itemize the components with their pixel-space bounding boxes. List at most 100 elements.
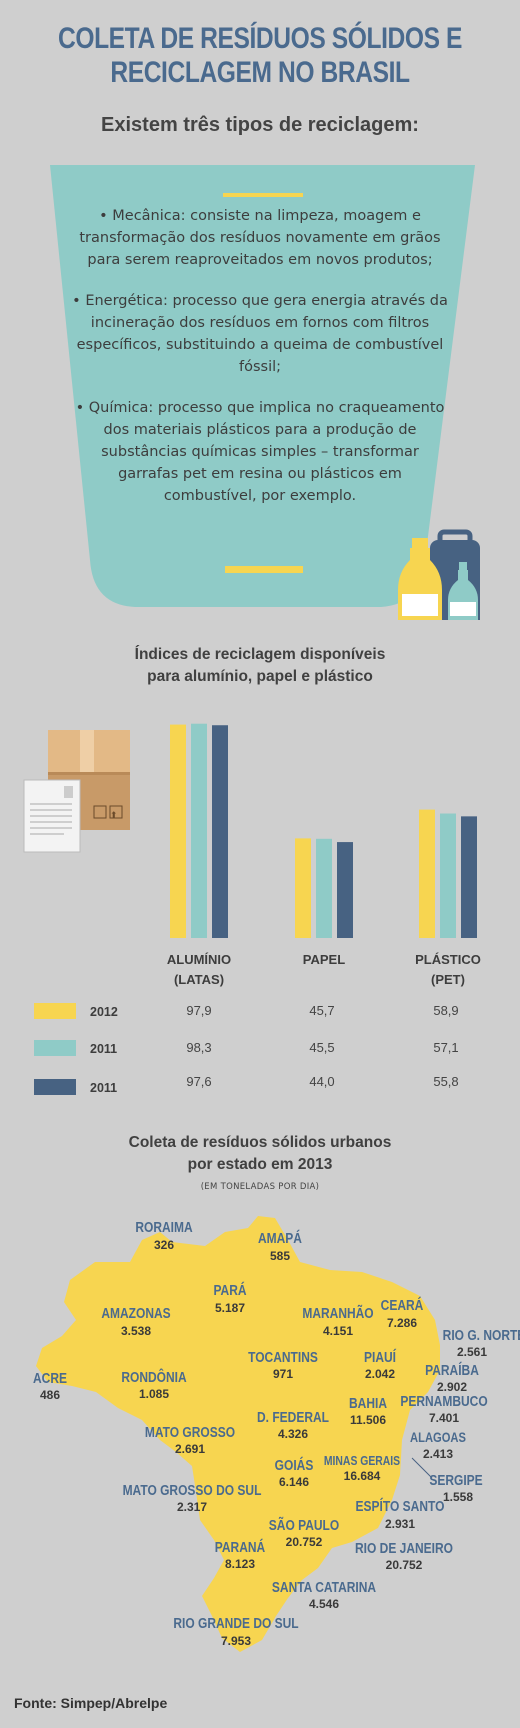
value-label: 97,6 xyxy=(186,1074,211,1089)
legend-label-2011-navy: 2011 xyxy=(90,1081,117,1095)
bar-2012-1 xyxy=(295,838,311,938)
value-label: 44,0 xyxy=(309,1074,334,1089)
teal-funnel-shape xyxy=(50,165,475,607)
category-label-papel: PAPEL xyxy=(303,952,345,967)
category-sublabel-aluminio: (LATAS) xyxy=(174,972,224,987)
recycling-types-heading: Existem três tipos de reciclagem: xyxy=(101,114,419,136)
state-value: 326 xyxy=(154,1238,174,1252)
state-name: RIO DE JANEIRO xyxy=(355,1540,453,1557)
type-quimica: • Química: processo que implica no craqu… xyxy=(75,400,445,504)
state-value: 7.953 xyxy=(221,1634,251,1648)
top-yellow-divider xyxy=(223,193,303,197)
state-value: 2.691 xyxy=(175,1442,205,1456)
state-value: 20.752 xyxy=(386,1558,423,1572)
bar-2011-1 xyxy=(337,842,353,938)
state-name: PARANÁ xyxy=(215,1539,266,1556)
source-footer: Fonte: Simpep/Abrelpe xyxy=(14,1695,168,1711)
state-value: 6.146 xyxy=(279,1475,309,1489)
category-labels: ALUMÍNIO (LATAS) PAPEL PLÁSTICO (PET) xyxy=(167,952,481,987)
recycling-bar-chart: ⬆ ALUMÍNIO (LATAS) PAPEL PLÁSTICO (PET) … xyxy=(23,723,481,1095)
map-title: Coleta de resíduos sólidos urbanos por e… xyxy=(0,1132,520,1176)
state-name: BAHIA xyxy=(349,1395,387,1412)
state-value: 3.538 xyxy=(121,1324,151,1338)
state-name: PARAÍBA xyxy=(425,1362,479,1379)
bar-2011-1 xyxy=(316,838,332,938)
cardboard-box-and-paper-icon: ⬆ xyxy=(23,730,130,853)
type-energetica: • Energética: processo que gera energia … xyxy=(72,293,448,375)
state-name: D. FEDERAL xyxy=(257,1409,329,1426)
state-name: AMAPÁ xyxy=(258,1230,302,1247)
state-name: SANTA CATARINA xyxy=(272,1579,376,1596)
value-label: 98,3 xyxy=(186,1040,211,1055)
bottom-yellow-divider xyxy=(225,566,303,573)
type-mecanica: • Mecânica: consiste na limpeza, moagem … xyxy=(79,208,441,268)
bar-2011-2 xyxy=(440,813,456,938)
state-value: 585 xyxy=(270,1249,290,1263)
brazil-map: RORAIMA 326 AMAPÁ 585 AMAZONAS 3.538 PARÁ 5.187… xyxy=(33,1216,520,1652)
state-name: MATO GROSSO xyxy=(145,1424,235,1441)
state-name: PIAUÍ xyxy=(364,1349,397,1366)
state-value: 486 xyxy=(40,1388,60,1402)
recycling-types-panel xyxy=(50,165,480,620)
state-name: SERGIPE xyxy=(429,1472,482,1489)
state-value: 1.085 xyxy=(139,1387,169,1401)
state-name: ACRE xyxy=(33,1370,67,1387)
state-name: CEARÁ xyxy=(381,1297,424,1314)
state-name: GOIÁS xyxy=(275,1457,314,1474)
state-name: ALAGOAS xyxy=(410,1430,466,1445)
state-name: RIO GRANDE DO SUL xyxy=(173,1615,298,1632)
state-value: 2.413 xyxy=(423,1447,453,1461)
state-value: 2.931 xyxy=(385,1517,415,1531)
legend-swatch-2012 xyxy=(34,1003,76,1019)
map-unit-note: (EM TONELADAS POR DIA) xyxy=(200,1182,320,1192)
value-label: 57,1 xyxy=(433,1040,458,1055)
state-value: 16.684 xyxy=(344,1469,381,1483)
brazil-map-shape xyxy=(36,1216,440,1652)
state-name: PERNAMBUCO xyxy=(400,1393,487,1410)
state-value: 7.401 xyxy=(429,1411,459,1425)
bar-2012-2 xyxy=(419,809,435,938)
value-label: 55,8 xyxy=(433,1074,458,1089)
state-value: 2.561 xyxy=(457,1345,487,1359)
legend-and-values: 2012 97,9 45,7 58,9 2011 98,3 45,5 57,1 … xyxy=(34,1003,459,1095)
state-name: RIO G. NORTE xyxy=(443,1327,520,1344)
title-line-1: COLETA DE RESÍDUOS SÓLIDOS E xyxy=(57,22,463,55)
legend-label-2011-teal: 2011 xyxy=(90,1042,117,1056)
value-label: 45,7 xyxy=(309,1003,334,1018)
sergipe-pointer-line xyxy=(411,1457,433,1479)
category-sublabel-plastico: (PET) xyxy=(431,972,465,987)
state-name: AMAZONAS xyxy=(101,1305,170,1322)
bar-chart-title-line-2: para alumínio, papel e plástico xyxy=(147,668,373,685)
state-value: 2.317 xyxy=(177,1500,207,1514)
value-label: 45,5 xyxy=(309,1040,334,1055)
bar-2012-0 xyxy=(170,724,186,938)
state-value: 4.326 xyxy=(278,1427,308,1441)
value-label: 58,9 xyxy=(433,1003,458,1018)
category-label-plastico: PLÁSTICO xyxy=(415,952,481,967)
state-name: MINAS GERAIS xyxy=(324,1454,400,1468)
state-value: 4.151 xyxy=(323,1324,353,1338)
bar-2011-0 xyxy=(191,723,207,938)
state-value: 2.902 xyxy=(437,1380,467,1394)
page-title: COLETA DE RESÍDUOS SÓLIDOS E RECICLAGEM … xyxy=(47,22,473,90)
state-name: ESPÍTO SANTO xyxy=(356,1498,445,1515)
state-name: MARANHÃO xyxy=(302,1305,373,1322)
bar-2011-0 xyxy=(212,725,228,938)
state-name: TOCANTINS xyxy=(248,1349,318,1366)
state-labels: RORAIMA 326 AMAPÁ 585 AMAZONAS 3.538 PARÁ 5.187… xyxy=(33,1219,520,1648)
state-name: RONDÔNIA xyxy=(121,1369,186,1386)
bar-chart-title: Índices de reciclagem disponíveis para a… xyxy=(0,644,520,688)
recycling-bottles-icon xyxy=(398,529,480,620)
state-value: 971 xyxy=(273,1367,293,1381)
category-label-aluminio: ALUMÍNIO xyxy=(167,952,231,967)
legend-swatch-2011-teal xyxy=(34,1040,76,1056)
value-label: 97,9 xyxy=(186,1003,211,1018)
state-value: 7.286 xyxy=(387,1316,417,1330)
svg-text:⬆: ⬆ xyxy=(110,810,118,820)
state-value: 2.042 xyxy=(365,1367,395,1381)
state-value: 8.123 xyxy=(225,1557,255,1571)
state-value: 20.752 xyxy=(286,1535,323,1549)
state-value: 5.187 xyxy=(215,1301,245,1315)
recycling-types-list: • Mecânica: consiste na limpeza, moagem … xyxy=(70,205,450,526)
state-name: PARÁ xyxy=(213,1282,246,1299)
